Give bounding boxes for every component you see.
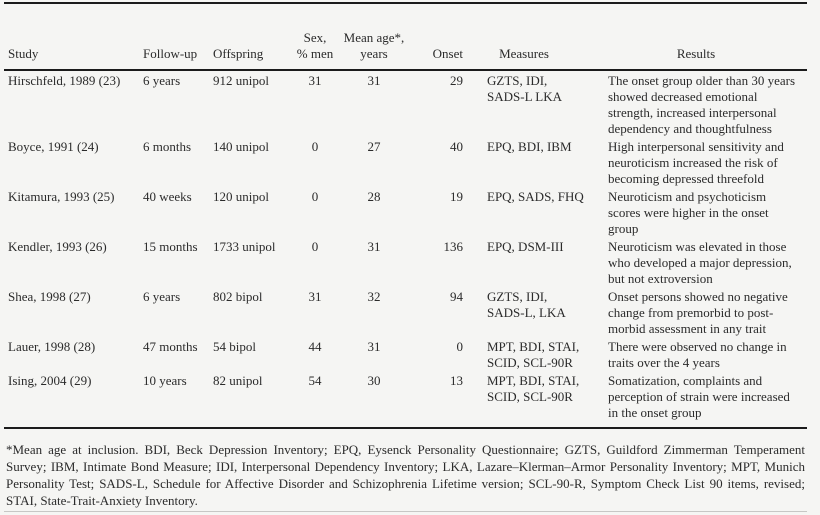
cell-sex-pct-men: 0: [311, 239, 319, 254]
cell-study: Boyce, 1991 (24): [8, 139, 99, 154]
table-row: Kendler, 1993 (26) 15 months 1733 unipol…: [4, 237, 807, 287]
bottom-rule-divider: [4, 511, 807, 512]
cell-onset: 29: [450, 73, 463, 88]
table-header: Study Follow-up Offspring Sex, % men Mea…: [4, 30, 807, 71]
column-header-sex-line1: Sex,: [303, 30, 327, 45]
column-header-age-line1: Mean age*,: [343, 30, 405, 45]
header-row: Study Follow-up Offspring Sex, % men Mea…: [4, 30, 807, 71]
cell-follow-up: 6 months: [143, 139, 192, 154]
cell-measures: EPQ, DSM-III: [487, 239, 564, 254]
cell-study: Kendler, 1993 (26): [8, 239, 107, 254]
cell-results: High interpersonal sensitivity and neuro…: [608, 139, 784, 186]
cell-follow-up: 10 years: [143, 371, 213, 429]
table-row: Boyce, 1991 (24) 6 months 140 unipol 0 2…: [4, 137, 807, 187]
table-footnote: *Mean age at inclusion. BDI, Beck Depres…: [6, 442, 805, 508]
cell-follow-up: 6 years: [143, 73, 181, 88]
cell-mean-age: 32: [367, 289, 381, 304]
cell-results: Neuroticism was elevated in those who de…: [608, 239, 792, 286]
cell-sex-pct-men: 54: [289, 371, 341, 429]
cell-onset: 136: [443, 239, 464, 254]
cell-follow-up: 15 months: [143, 239, 198, 254]
cell-sex-pct-men: 31: [308, 73, 322, 88]
cell-measures: EPQ, BDI, IBM: [487, 139, 572, 154]
cell-mean-age: 31: [367, 239, 381, 254]
cell-mean-age: 31: [367, 339, 381, 354]
studies-table: Study Follow-up Offspring Sex, % men Mea…: [4, 30, 807, 429]
cell-study: Ising, 2004 (29): [4, 371, 143, 429]
cell-onset: 19: [450, 189, 463, 204]
cell-mean-age: 31: [367, 73, 381, 88]
cell-results: There were observed no change in traits …: [608, 339, 787, 370]
cell-measures: GZTS, IDI, SADS-L, LKA: [487, 289, 566, 320]
cell-study: Kitamura, 1993 (25): [8, 189, 115, 204]
cell-offspring: 54 bipol: [213, 339, 256, 354]
column-header-offspring: Offspring: [213, 30, 289, 71]
cell-sex-pct-men: 0: [311, 189, 319, 204]
cell-onset: 13: [407, 371, 463, 429]
table-row: Ising, 2004 (29) 10 years 82 unipol 54 3…: [4, 371, 807, 429]
cell-study: Shea, 1998 (27): [8, 289, 91, 304]
column-header-onset: Onset: [407, 30, 463, 71]
cell-offspring: 1733 unipol: [213, 239, 276, 254]
cell-measures: MPT, BDI, STAI, SCID, SCL-90R: [487, 339, 580, 370]
cell-measures: GZTS, IDI, SADS-L LKA: [487, 73, 562, 104]
cell-sex-pct-men: 44: [308, 339, 322, 354]
cell-offspring: 82 unipol: [213, 371, 289, 429]
cell-results: Neuroticism and psychoticism scores were…: [608, 189, 769, 236]
cell-results: Onset persons showed no negative change …: [608, 289, 788, 336]
table-row: Hirschfeld, 1989 (23) 6 years 912 unipol…: [4, 70, 807, 137]
cell-follow-up: 47 months: [143, 339, 198, 354]
cell-results: Somatization, complaints and perception …: [585, 371, 807, 429]
column-header-sex-line2: % men: [296, 46, 334, 61]
cell-offspring: 140 unipol: [213, 139, 269, 154]
table-row: Lauer, 1998 (28) 47 months 54 bipol 44 3…: [4, 337, 807, 371]
column-header-study: Study: [4, 30, 143, 71]
cell-onset: 40: [450, 139, 463, 154]
cell-mean-age: 30: [341, 371, 407, 429]
cell-offspring: 802 bipol: [213, 289, 263, 304]
column-header-measures: Measures: [463, 30, 585, 71]
cell-offspring: 912 unipol: [213, 73, 269, 88]
table-body: Hirschfeld, 1989 (23) 6 years 912 unipol…: [4, 70, 807, 429]
column-header-sex-pct-men: Sex, % men: [289, 30, 341, 71]
cell-onset: 94: [450, 289, 463, 304]
table-row: Shea, 1998 (27) 6 years 802 bipol 31 32 …: [4, 287, 807, 337]
column-header-age-line2: years: [360, 46, 388, 61]
cell-measures: MPT, BDI, STAI, SCID, SCL-90R: [463, 371, 585, 429]
cell-mean-age: 27: [367, 139, 381, 154]
column-header-follow-up: Follow-up: [143, 30, 213, 71]
cell-study: Hirschfeld, 1989 (23): [8, 73, 121, 88]
cell-onset: 0: [456, 339, 464, 354]
cell-measures: EPQ, SADS, FHQ: [487, 189, 584, 204]
top-rule-divider: [4, 2, 807, 4]
cell-study: Lauer, 1998 (28): [8, 339, 96, 354]
cell-offspring: 120 unipol: [213, 189, 269, 204]
column-header-mean-age: Mean age*, years: [341, 30, 407, 71]
cell-sex-pct-men: 0: [311, 139, 319, 154]
cell-sex-pct-men: 31: [308, 289, 322, 304]
table-row: Kitamura, 1993 (25) 40 weeks 120 unipol …: [4, 187, 807, 237]
cell-results: The onset group older than 30 years show…: [608, 73, 796, 136]
cell-follow-up: 40 weeks: [143, 189, 192, 204]
cell-mean-age: 28: [367, 189, 381, 204]
column-header-results: Results: [585, 30, 807, 71]
cell-follow-up: 6 years: [143, 289, 181, 304]
